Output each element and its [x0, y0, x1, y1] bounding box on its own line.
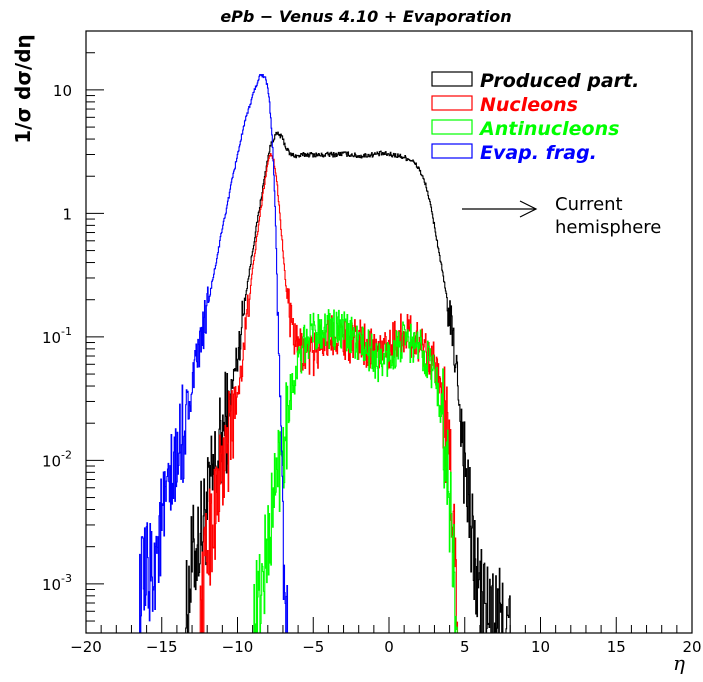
legend-swatch: [431, 71, 473, 87]
axis-ticks: −20 −15 −10 −5 0 5 10 15 20 10 1 10-1 10-2 10-3: [42, 30, 702, 656]
annotation-line-1: Current: [555, 194, 623, 215]
series-line-antinucleons: [252, 309, 458, 634]
series-line-evap-frag: [139, 73, 289, 634]
x-tick-label: 0: [384, 638, 394, 656]
y-tick-label: 10-2: [42, 448, 72, 470]
legend-label: Produced part.: [480, 70, 639, 92]
legend-swatch: [431, 119, 473, 135]
x-tick-label: 5: [460, 638, 470, 656]
legend-swatch: [431, 95, 473, 111]
x-tick-label: −15: [146, 638, 178, 656]
annotation-arrow-head: [519, 200, 538, 218]
x-tick-label: 20: [682, 638, 701, 656]
legend: Produced part.NucleonsAntinucleonsEvap. …: [431, 70, 639, 164]
x-tick-label: 10: [531, 638, 550, 656]
legend-label: Evap. frag.: [480, 142, 597, 164]
series-line-nucleons: [199, 152, 459, 634]
y-axis-label: 1/σ dσ/dη: [11, 34, 35, 144]
series-line-produced-part: [184, 131, 511, 634]
x-axis-label: η: [673, 651, 685, 675]
legend-label: Nucleons: [480, 94, 578, 116]
y-tick-label: 1: [62, 205, 72, 223]
data-layer: [139, 73, 511, 634]
legend-swatch: [431, 143, 473, 159]
x-tick-label: 15: [607, 638, 626, 656]
x-tick-label: −5: [302, 638, 324, 656]
x-tick-label: −20: [70, 638, 102, 656]
y-tick-label: 10-1: [42, 325, 72, 347]
current-hemisphere-annotation: Current hemisphere: [462, 194, 661, 238]
x-tick-label: −10: [222, 638, 254, 656]
legend-label: Antinucleons: [478, 118, 619, 140]
y-tick-label: 10: [53, 82, 72, 100]
y-tick-label: 10-3: [42, 572, 72, 594]
annotation-line-2: hemisphere: [555, 217, 661, 238]
chart-title: ePb − Venus 4.10 + Evaporation: [220, 7, 511, 26]
